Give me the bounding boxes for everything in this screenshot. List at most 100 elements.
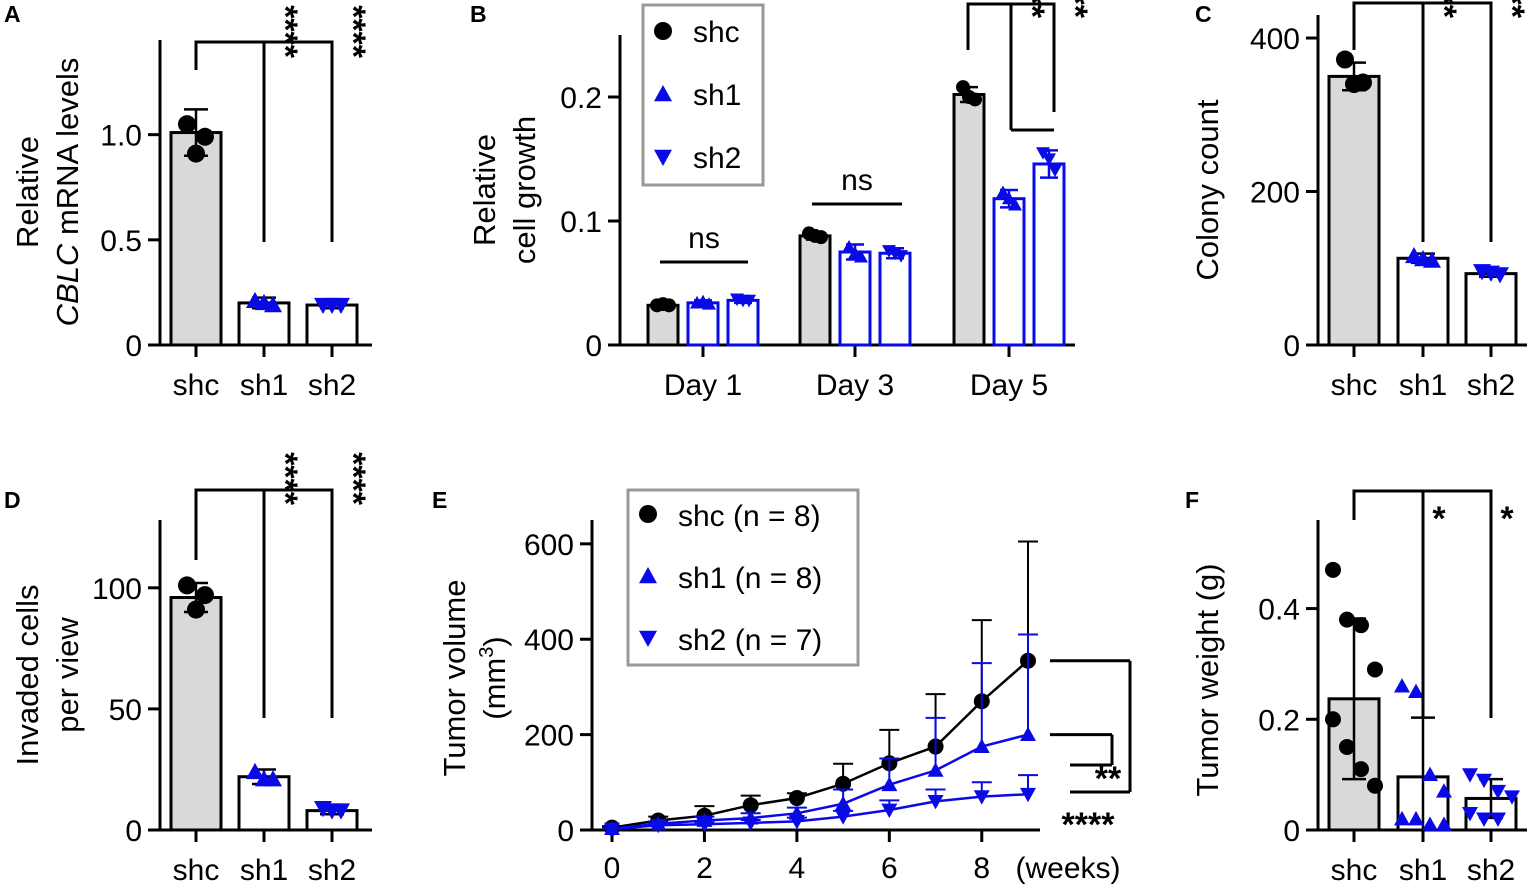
panel-b-point-shc-2-2 bbox=[962, 90, 976, 104]
panel-b-x-tick-label-1: Day 3 bbox=[816, 369, 894, 402]
panel-e-x-tick-label-2: 4 bbox=[789, 852, 806, 885]
panel-d-y-axis-label-line2: per view bbox=[50, 617, 85, 733]
panel-e-y-tick-label-1: 200 bbox=[524, 720, 574, 753]
panel-e-legend-label-2: sh2 (n = 7) bbox=[678, 624, 822, 657]
panel-b-y-tick-label-2: 0.2 bbox=[560, 82, 602, 115]
panel-f-point-shc-2 bbox=[1353, 617, 1369, 634]
panel-a-sig-label-1: **** bbox=[266, 5, 304, 59]
panel-d-x-tick-label-shc: shc bbox=[173, 854, 220, 887]
panel-c-y-tick-label-2: 400 bbox=[1250, 23, 1300, 56]
panel-b-y-tick-label-1: 0.1 bbox=[560, 206, 602, 239]
panel-d-point-sh1-2 bbox=[255, 770, 273, 787]
panel-e-x-tick-label-3: 6 bbox=[881, 852, 898, 885]
panel-a-bar-shc bbox=[169, 131, 223, 347]
panel-c-x-tick-label-shc: shc bbox=[1331, 369, 1378, 402]
panel-c-point-sh1-2 bbox=[1414, 250, 1432, 267]
panel-e-point-2-2 bbox=[696, 817, 713, 833]
panel-f-sig-label-1: * bbox=[1432, 500, 1446, 538]
panel-d-point-sh2-2 bbox=[323, 803, 341, 820]
panel-c-y-axis-label: Colony count bbox=[1190, 99, 1225, 280]
panel-c-point-sh2-2 bbox=[1482, 265, 1500, 282]
panel-e-point-2-0 bbox=[604, 822, 620, 838]
panel-f-point-shc-1 bbox=[1339, 611, 1355, 628]
panel-e-series-line-2 bbox=[611, 792, 1029, 831]
panel-d-y-tick-label-1: 50 bbox=[109, 694, 142, 727]
panel-e-y-axis-unit-close: ) bbox=[477, 636, 512, 646]
panel-e-y-tick-label-3: 600 bbox=[524, 529, 574, 562]
panel-e-point-2-5 bbox=[835, 810, 852, 825]
panel-e-sig-label-2: **** bbox=[1062, 806, 1116, 844]
panel-e-legend-marker-1 bbox=[639, 567, 657, 584]
panel-b-bar-shc-0 bbox=[646, 303, 680, 347]
panel-e-point-2-3 bbox=[742, 816, 759, 831]
panel-f-point-sh2-5 bbox=[1476, 812, 1492, 827]
panel-f-point-shc-0 bbox=[1325, 561, 1341, 578]
panel-b-point-sh1-2-0 bbox=[996, 185, 1010, 199]
panel-c-y-tick-label-0: 0 bbox=[1283, 330, 1300, 363]
panel-e-series-line-0 bbox=[611, 659, 1029, 829]
panel-f-point-sh1-3 bbox=[1436, 783, 1452, 798]
panel-d-point-shc-0 bbox=[178, 576, 196, 595]
panel-f-point-sh1-5 bbox=[1408, 810, 1424, 826]
panel-f-point-shc-4 bbox=[1325, 711, 1341, 728]
panel-d: D 0 50 100 shc sh1 sh2 **** **** Invaded cells per… bbox=[4, 452, 372, 887]
panel-f-point-sh2-4 bbox=[1462, 806, 1478, 822]
panel-a-y-tick-label-1: 0.5 bbox=[100, 225, 142, 258]
panel-b-bar-shc-1 bbox=[798, 234, 832, 347]
panel-c: C 0 200 400 shc sh1 sh2 **** **** Colony count bbox=[1190, 0, 1529, 402]
panel-f-point-shc-5 bbox=[1339, 738, 1355, 755]
panel-a-sig-label-2: **** bbox=[334, 5, 372, 59]
panel-b-x-tick-label-0: Day 1 bbox=[664, 369, 742, 402]
panel-e-point-1-9 bbox=[1020, 726, 1036, 742]
panel-e-point-1-7 bbox=[927, 762, 944, 777]
panel-c-letter: C bbox=[1195, 1, 1212, 27]
panel-a-point-sh1-2 bbox=[255, 293, 273, 311]
panel-e-point-0-3 bbox=[742, 797, 759, 814]
panel-a-y-tick-label-2: 1.0 bbox=[100, 120, 142, 153]
panel-d-x-tick-label-sh2: sh2 bbox=[308, 854, 356, 887]
panel-a-x-tick-label-sh2: sh2 bbox=[308, 369, 356, 402]
panel-f-point-sh2-2 bbox=[1490, 784, 1506, 800]
panel-e: E 0 200 400 600 0 2 4 6 8 (weeks) Tumor volume (mm3)… bbox=[432, 487, 1132, 885]
panel-e-y-axis-unit: (mm bbox=[477, 658, 512, 720]
panel-b-sig-label-2: **** bbox=[1056, 0, 1094, 19]
panel-e-y-tick-label-2: 400 bbox=[524, 624, 574, 657]
panel-f-sig-label-2: * bbox=[1500, 500, 1514, 538]
panel-e-sig-label-1: ** bbox=[1095, 760, 1122, 798]
panel-d-y-axis-label-line1: Invaded cells bbox=[10, 585, 45, 766]
panel-c-sig-label-1: **** bbox=[1425, 0, 1463, 19]
panel-f-letter: F bbox=[1185, 487, 1199, 513]
panel-f-x-tick-label-sh2: sh2 bbox=[1467, 854, 1515, 887]
panel-f-point-sh1-7 bbox=[1436, 816, 1452, 831]
panel-f-point-sh2-6 bbox=[1490, 812, 1506, 827]
panel-a-letter: A bbox=[4, 1, 21, 27]
panel-e-point-2-1 bbox=[650, 818, 667, 834]
panel-b-point-sh1-0-2 bbox=[696, 294, 710, 308]
panel-f-y-tick-label-0: 0 bbox=[1283, 815, 1300, 848]
panel-e-point-2-4 bbox=[788, 815, 805, 830]
panel-d-y-tick-label-2: 100 bbox=[92, 573, 142, 606]
panel-d-point-shc-2 bbox=[187, 600, 205, 619]
panel-b-point-sh1-1-2 bbox=[848, 246, 862, 259]
panel-e-point-1-6 bbox=[881, 776, 898, 792]
panel-e-x-tick-label-0: 0 bbox=[604, 852, 621, 885]
panel-a-y-axis-label-gene: CBLC bbox=[50, 243, 85, 326]
panel-e-y-axis-unit-sup: 3 bbox=[476, 647, 498, 658]
panel-b-point-shc-0-2 bbox=[656, 297, 670, 312]
panel-b-x-tick-label-2: Day 5 bbox=[970, 369, 1048, 402]
panel-a-y-tick-label-0: 0 bbox=[125, 330, 142, 363]
panel-b-bar-sh2-2 bbox=[1032, 162, 1066, 347]
panel-f: F 0 0.2 0.4 shc sh1 sh2 * * Tumor weight (g) bbox=[1185, 487, 1527, 887]
panel-d-point-shc-1 bbox=[196, 586, 214, 605]
panel-f-point-sh2-3 bbox=[1504, 790, 1520, 805]
panel-b-legend-marker-0 bbox=[654, 22, 672, 40]
panel-e-series-line-1 bbox=[611, 733, 1029, 830]
panel-d-bar-shc bbox=[169, 596, 223, 832]
panel-b-point-sh2-1-2 bbox=[888, 247, 902, 261]
panel-c-point-shc-0 bbox=[1336, 50, 1354, 69]
panel-e-point-2-9 bbox=[1020, 787, 1036, 803]
panel-f-point-sh2-1 bbox=[1476, 773, 1492, 789]
panel-b-point-sh2-2-2 bbox=[1042, 153, 1056, 166]
panel-b-legend-marker-2 bbox=[654, 149, 672, 166]
panel-e-point-2-6 bbox=[881, 803, 898, 818]
